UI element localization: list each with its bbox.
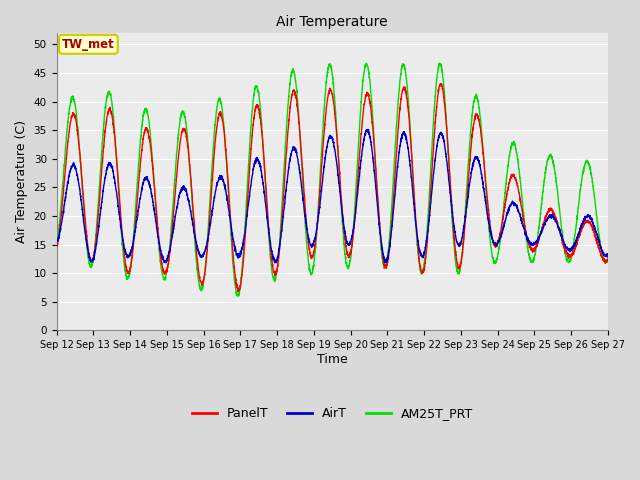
Text: TW_met: TW_met (62, 38, 115, 51)
Legend: PanelT, AirT, AM25T_PRT: PanelT, AirT, AM25T_PRT (187, 402, 478, 425)
Y-axis label: Air Temperature (C): Air Temperature (C) (15, 120, 28, 243)
X-axis label: Time: Time (317, 353, 348, 366)
Title: Air Temperature: Air Temperature (276, 15, 388, 29)
